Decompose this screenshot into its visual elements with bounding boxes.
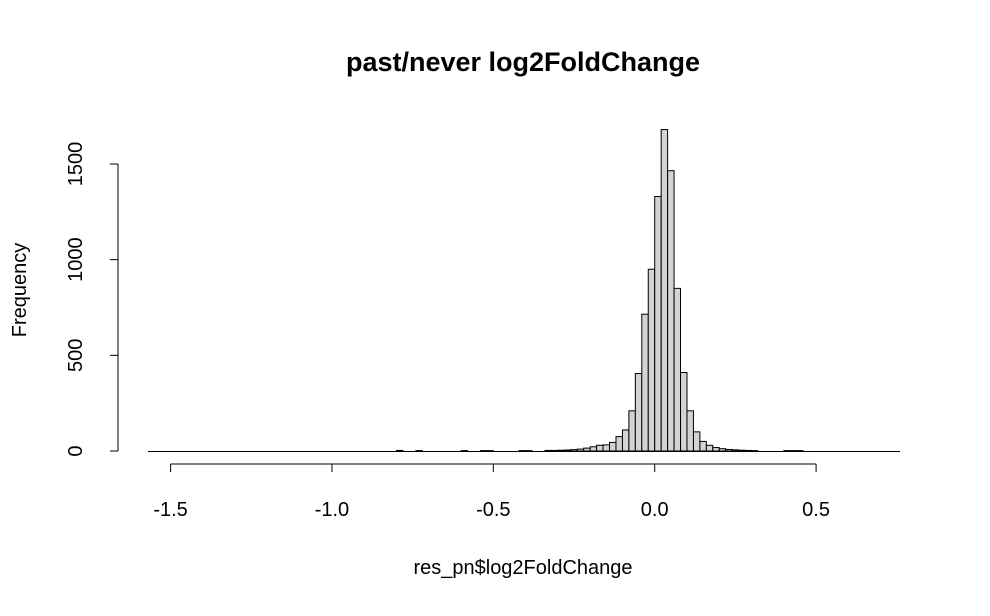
histogram-bar (693, 432, 699, 451)
chart-title: past/never log2FoldChange (346, 47, 700, 77)
histogram-bar (397, 450, 403, 451)
x-tick-label: -1.0 (315, 499, 349, 521)
histogram-bar (564, 450, 570, 451)
histogram-bar (629, 411, 635, 451)
histogram-bar (655, 197, 661, 451)
histogram-bar (642, 314, 648, 451)
histogram-bar (558, 450, 564, 451)
x-tick-label: 0.0 (641, 499, 669, 521)
histogram-bar (603, 445, 609, 451)
histogram-bar (668, 171, 674, 451)
histogram-bar (616, 437, 622, 451)
histogram-bar (590, 447, 596, 451)
y-tick-label: 1500 (65, 142, 87, 187)
y-axis: 0 500 1000 1500 (65, 142, 118, 457)
histogram-bar (597, 445, 603, 451)
histogram-bar (732, 450, 738, 451)
histogram-bar (545, 450, 551, 451)
x-tick-label: -0.5 (476, 499, 510, 521)
y-tick-label: 0 (65, 445, 87, 456)
histogram-bar (648, 269, 654, 451)
histogram-bar (571, 450, 577, 451)
histogram-bar (713, 448, 719, 451)
x-axis: -1.5 -1.0 -0.5 0.0 0.5 (153, 464, 830, 521)
histogram-bar (584, 448, 590, 451)
histogram-bar (661, 130, 667, 451)
histogram-bar (622, 430, 628, 451)
x-axis-label: res_pn$log2FoldChange (413, 557, 632, 579)
histogram-bar (681, 373, 687, 451)
y-axis-label: Frequency (9, 243, 31, 338)
histogram-bar (700, 441, 706, 451)
x-tick-label: 0.5 (802, 499, 830, 521)
histogram-bars (397, 130, 804, 451)
histogram-bar (706, 445, 712, 451)
histogram-bar (551, 450, 557, 451)
x-tick-label: -1.5 (153, 499, 187, 521)
histogram-bar (674, 288, 680, 451)
histogram-bar (687, 411, 693, 451)
y-tick-label: 1000 (65, 237, 87, 282)
histogram-bar (719, 449, 725, 451)
histogram-bar (726, 449, 732, 451)
histogram-bar (745, 450, 751, 451)
histogram-bar (739, 450, 745, 451)
histogram-bar (577, 449, 583, 451)
histogram-bar (635, 374, 641, 451)
y-tick-label: 500 (65, 339, 87, 372)
histogram-bar (610, 442, 616, 451)
